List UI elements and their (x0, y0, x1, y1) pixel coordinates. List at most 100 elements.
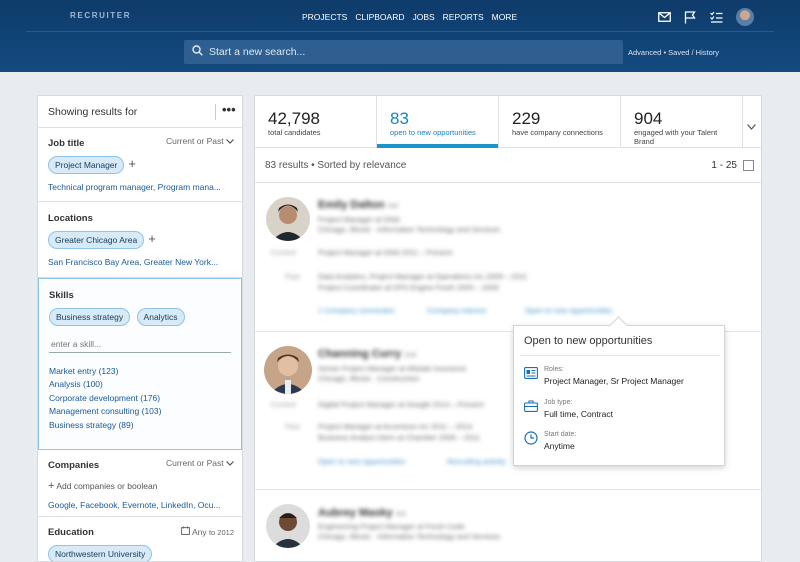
job-title-suggestions[interactable]: Technical program manager, Program mana.… (48, 182, 221, 192)
popover-divider (520, 355, 720, 356)
companies-section: Companies Current or Past + Add companie… (38, 450, 242, 517)
filters-header: Showing results for ••• (38, 96, 242, 128)
skills-label: Skills (49, 290, 74, 301)
start-date-value: Anytime (544, 441, 575, 451)
open-to-opportunities-link[interactable]: Open to new opportunities (525, 306, 613, 315)
education-pill[interactable]: Northwestern University (48, 545, 153, 561)
results-bar: 83 results • Sorted by relevance 1 - 25 (255, 148, 761, 183)
skill-suggestion[interactable]: Business strategy (89) (49, 419, 134, 430)
open-to-opportunities-link[interactable]: Open to new opportunities (318, 457, 406, 466)
nav-jobs[interactable]: JOBS (412, 12, 435, 22)
past-label: Past (285, 422, 301, 431)
skill-suggestion[interactable]: Analysis (100) (49, 379, 103, 390)
nav-more[interactable]: MORE (491, 12, 518, 22)
job-title-label: Job title (48, 138, 85, 149)
skill-suggestion[interactable]: Corporate development (176) (49, 392, 161, 403)
candidate-card[interactable]: Aubrey Masky 3rd Engineering Project Man… (255, 492, 761, 561)
skill-input[interactable] (49, 336, 231, 353)
header-icons (656, 8, 754, 26)
companies-label: Companies (48, 460, 100, 471)
skill-suggestion[interactable]: Management consulting (103) (49, 406, 162, 417)
companies-scope-dropdown[interactable]: Current or Past (166, 458, 234, 468)
popover-roles: Roles: Project Manager, Sr Project Manage… (524, 366, 684, 386)
job-title-scope-dropdown[interactable]: Current or Past (166, 136, 234, 146)
chevron-down-icon (226, 139, 234, 144)
candidate-name[interactable]: Channing Curry 2nd (318, 348, 416, 360)
candidate-name[interactable]: Emily Dalton 3rd (318, 199, 398, 211)
candidate-headline: Project Manager at Orbit (318, 215, 400, 224)
company-connection-link[interactable]: 1 Company connection (318, 306, 395, 315)
job-type-value: Full time, Contract (544, 409, 613, 419)
stat-open-to-opportunities[interactable]: 83 open to new opportunities (377, 96, 499, 148)
add-companies-button[interactable]: + Add companies or boolean (48, 480, 158, 492)
past-position: Data Analytics, Project Manager at Opera… (318, 272, 528, 281)
candidate-photo[interactable] (264, 346, 312, 394)
locations-label: Locations (48, 213, 93, 224)
stats-tabs: 42,798 total candidates 83 open to new opp… (255, 96, 761, 148)
select-all-checkbox[interactable] (743, 160, 754, 171)
current-label: Current (271, 248, 297, 257)
stat-company-connections[interactable]: 229 have company connections (499, 96, 621, 147)
skills-section: Skills Business strategy Analytics Marke… (38, 278, 242, 450)
education-label: Education (48, 527, 94, 538)
divider (255, 331, 761, 332)
skill-pill-analytics[interactable]: Analytics (136, 308, 185, 326)
candidate-photo[interactable] (266, 504, 310, 548)
calendar-icon (181, 526, 190, 535)
header-separator (215, 104, 216, 120)
current-label: Current (271, 400, 297, 409)
briefcase-icon (524, 399, 538, 419)
results-range: 1 - 25 (711, 160, 737, 171)
recruiting-activity-link[interactable]: Recruiting activity (447, 457, 506, 466)
location-suggestions[interactable]: San Francisco Bay Area, Greater New York… (48, 257, 219, 267)
divider (255, 489, 761, 490)
user-avatar[interactable] (736, 8, 754, 26)
candidate-card[interactable]: Emily Dalton 3rd Project Manager at Orbi… (255, 184, 761, 328)
advanced-search-links[interactable]: Advanced • Saved / History (628, 48, 720, 57)
chevron-down-icon (226, 461, 234, 466)
company-interest-link[interactable]: Company interest (427, 306, 486, 315)
chevron-down-icon[interactable] (747, 117, 756, 135)
nav-clipboard[interactable]: CLIPBOARD (355, 12, 405, 22)
search-icon (192, 43, 203, 61)
clock-icon (524, 431, 538, 451)
brand-logo[interactable]: RECRUITER (70, 11, 132, 20)
education-section: Education Any to 2012 Northwestern Unive… (38, 517, 242, 561)
main-nav: PROJECTS CLIPBOARD JOBS REPORTS MORE (302, 12, 517, 22)
add-location-icon[interactable]: + (148, 231, 156, 247)
flag-icon[interactable] (682, 9, 698, 25)
candidate-headline: Senior Project Manager at Allstate Insur… (318, 364, 467, 373)
skill-pill-business-strategy[interactable]: Business strategy (49, 308, 131, 326)
job-title-section: Job title Current or Past Project Manage… (38, 128, 242, 202)
location-pill[interactable]: Greater Chicago Area (48, 231, 145, 249)
more-options-icon[interactable]: ••• (222, 102, 236, 117)
candidate-photo[interactable] (266, 197, 310, 241)
education-range[interactable]: Any to 2012 (181, 526, 234, 537)
job-title-pill[interactable]: Project Manager (48, 156, 125, 174)
results-summary: 83 results • Sorted by relevance (265, 159, 407, 171)
filters-panel: Showing results for ••• Job title Curren… (37, 95, 243, 562)
add-job-title-icon[interactable]: + (128, 156, 136, 172)
companies-suggestions[interactable]: Google, Facebook, Evernote, LinkedIn, Oc… (48, 500, 221, 510)
roles-value: Project Manager, Sr Project Manager (544, 376, 684, 386)
candidate-location: Chicago, Illinois · Construction (318, 374, 420, 383)
locations-section: Locations Greater Chicago Area + San Fran… (38, 202, 242, 278)
tasks-icon[interactable] (708, 9, 724, 25)
candidate-name[interactable]: Aubrey Masky 3rd (318, 507, 406, 519)
candidate-location: Chicago, Illinois · Information Technolo… (318, 225, 501, 234)
header-divider (26, 31, 774, 32)
filters-title: Showing results for (48, 105, 138, 118)
popover-start-date: Start date: Anytime (524, 431, 576, 451)
past-label: Past (285, 272, 301, 281)
search-input[interactable] (209, 46, 609, 58)
stat-talent-brand[interactable]: 904 engaged with your Talent Brand (621, 96, 743, 147)
search-bar[interactable] (184, 40, 623, 64)
skill-suggestion[interactable]: Market entry (123) (49, 366, 119, 376)
past-position: Project Manager at Accenture Inc 2011 – … (318, 422, 473, 431)
candidate-card[interactable]: Channing Curry 2nd Senior Project Manage… (255, 334, 761, 484)
stat-total-candidates[interactable]: 42,798 total candidates (255, 96, 377, 147)
mail-icon[interactable] (656, 9, 672, 25)
nav-reports[interactable]: REPORTS (442, 12, 484, 22)
candidate-headline: Engineering Project Manager at Fresh Cod… (318, 522, 465, 531)
nav-projects[interactable]: PROJECTS (302, 12, 348, 22)
